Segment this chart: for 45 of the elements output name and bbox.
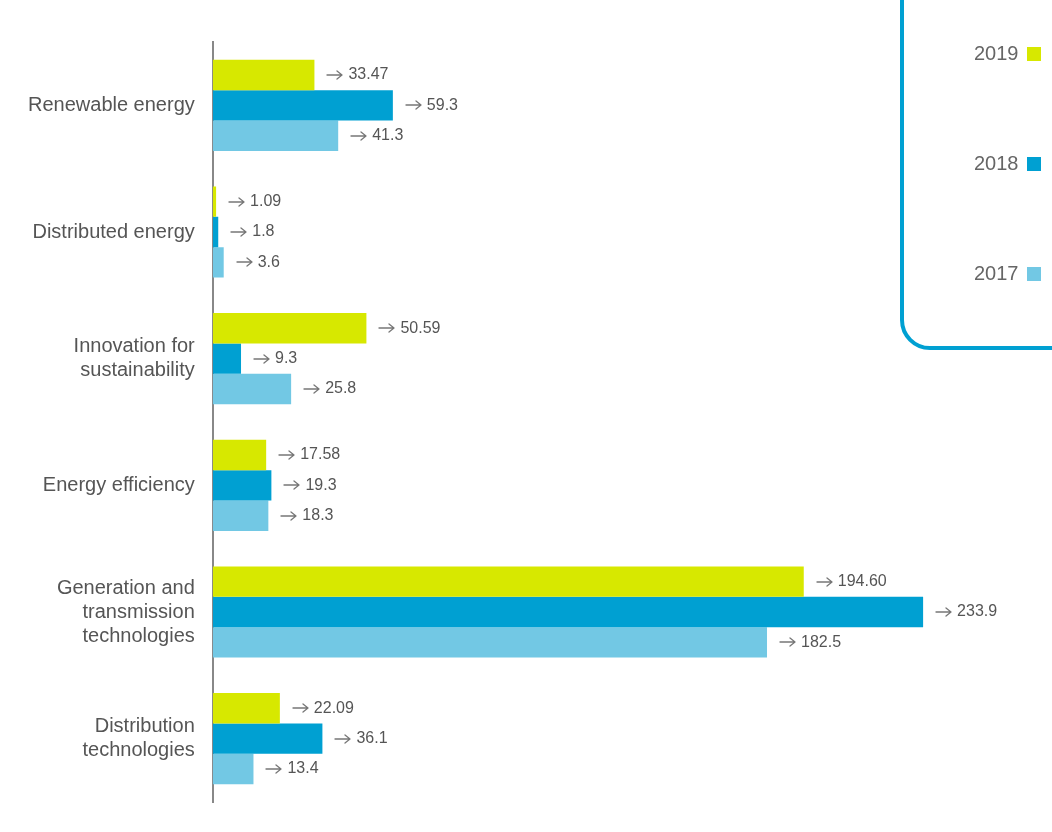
data-label: 17.58 (300, 445, 341, 463)
bar (212, 470, 272, 501)
data-label: 18.3 (302, 506, 334, 524)
bar (212, 186, 217, 217)
data-label: 59.3 (426, 95, 459, 113)
y-tick-label: Innovation for sustainability (73, 334, 196, 381)
y-tick-label: Generation and transmission technologies (56, 575, 195, 646)
bar (212, 247, 224, 278)
data-label: 33.47 (348, 65, 389, 83)
data-label: 25.8 (325, 379, 357, 397)
legend-label: 2018 (974, 152, 1019, 175)
data-label: 182.5 (801, 632, 842, 650)
bar (212, 596, 924, 628)
y-tick-label: Distribution technologies (82, 714, 195, 761)
bar (212, 566, 804, 597)
data-label: 1.09 (250, 192, 282, 210)
bar (212, 439, 267, 471)
data-label: 194.60 (837, 572, 887, 590)
y-tick-label: Distributed energy (32, 219, 195, 242)
data-label: 9.3 (275, 349, 298, 367)
bar (212, 90, 393, 121)
data-label: 36.1 (356, 729, 388, 747)
data-label: 233.9 (957, 602, 998, 620)
bar (212, 723, 323, 754)
bar (212, 313, 367, 344)
data-label: 22.09 (313, 698, 354, 716)
bar (212, 120, 339, 151)
data-label: 19.3 (305, 475, 337, 493)
y-tick-label: Energy efficiency (42, 472, 195, 495)
bar (212, 693, 280, 724)
data-label: 41.3 (372, 126, 404, 144)
bar (212, 343, 242, 374)
bar (212, 373, 292, 405)
y-tick-label: Renewable energy (28, 92, 195, 115)
legend-label: 2017 (974, 262, 1019, 285)
data-label: 13.4 (287, 759, 319, 777)
bar (212, 500, 269, 531)
legend-label: 2019 (974, 42, 1019, 65)
bar (212, 753, 254, 785)
data-label: 1.8 (252, 222, 275, 240)
data-label: 3.6 (257, 252, 281, 270)
bar (212, 59, 315, 91)
bar (212, 627, 768, 658)
data-label: 50.59 (400, 318, 441, 336)
bar (212, 216, 219, 248)
